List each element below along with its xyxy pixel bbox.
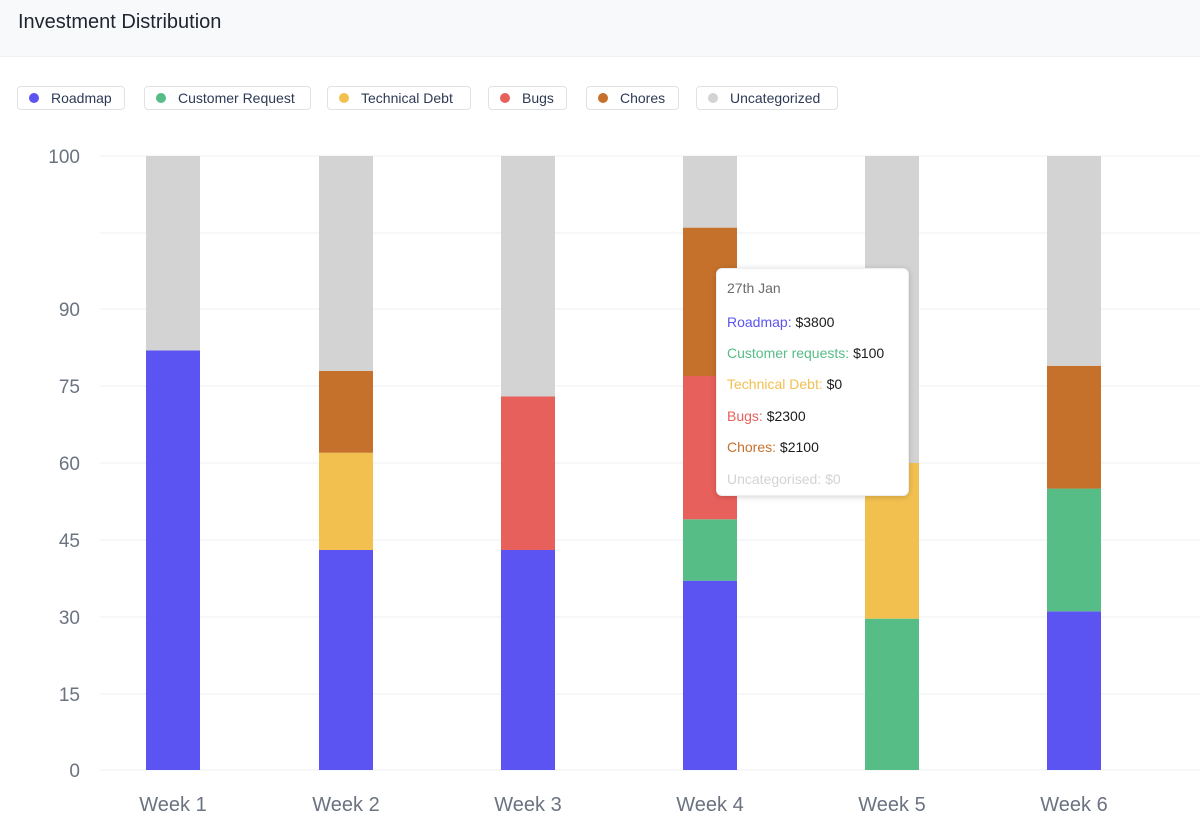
legend-roadmap[interactable]: Roadmap <box>17 86 125 110</box>
legend-label: Technical Debt <box>361 90 453 106</box>
bar-segment-customer-request[interactable] <box>683 519 737 581</box>
tooltip-label: Chores: <box>727 439 777 455</box>
bar-segment-roadmap[interactable] <box>146 350 200 770</box>
bar-segment-roadmap[interactable] <box>1047 611 1101 770</box>
bar-segment-roadmap[interactable] <box>683 580 737 770</box>
bar-segment-chores[interactable] <box>319 370 373 453</box>
x-category-label: Week 5 <box>858 794 925 816</box>
legend-label: Roadmap <box>51 90 112 106</box>
x-category-label: Week 3 <box>494 794 561 816</box>
legend-label: Bugs <box>522 90 554 106</box>
legend-label: Customer Request <box>178 90 295 106</box>
tooltip-label: Bugs: <box>727 408 763 424</box>
x-category-label: Week 2 <box>312 794 379 816</box>
y-tick-label: 75 <box>59 377 80 398</box>
tooltip-row-chores: Chores: $2100 <box>727 439 819 455</box>
y-tick-label: 30 <box>59 608 80 629</box>
customer-request-dot-icon <box>156 93 166 103</box>
legend-chores[interactable]: Chores <box>586 86 679 110</box>
tooltip-value: $100 <box>853 345 885 361</box>
y-tick-label: 100 <box>48 147 80 168</box>
tooltip-label: Roadmap: <box>727 314 792 330</box>
y-tick-label: 0 <box>69 761 80 782</box>
y-tick-label: 15 <box>59 685 80 706</box>
tooltip-label: Uncategorised: <box>727 471 822 487</box>
bar-segment-uncategorized[interactable] <box>683 156 737 228</box>
tooltip-label: Customer requests: <box>727 345 850 361</box>
chores-dot-icon <box>598 93 608 103</box>
bar-segment-chores[interactable] <box>1047 365 1101 489</box>
uncategorized-dot-icon <box>708 93 718 103</box>
roadmap-dot-icon <box>29 93 39 103</box>
legend-customer-request[interactable]: Customer Request <box>144 86 311 110</box>
bar-stack-3[interactable] <box>501 156 555 770</box>
bar-stack-6[interactable] <box>1047 156 1101 770</box>
y-tick-label: 90 <box>59 300 80 321</box>
tooltip-date: 27th Jan <box>727 280 781 296</box>
bar-segment-technical-debt[interactable] <box>319 452 373 550</box>
x-category-label: Week 6 <box>1040 794 1107 816</box>
y-tick-label: 45 <box>59 531 80 552</box>
bar-segment-uncategorized[interactable] <box>1047 156 1101 366</box>
bar-segment-uncategorized[interactable] <box>319 156 373 371</box>
tooltip-value: $3800 <box>795 314 835 330</box>
bar-segment-roadmap[interactable] <box>501 549 555 770</box>
tooltip-row-roadmap: Roadmap: $3800 <box>727 314 834 330</box>
tooltip-row-technical-debt: Technical Debt: $0 <box>727 376 842 392</box>
bar-segment-bugs[interactable] <box>501 396 555 550</box>
tooltip-value: $0 <box>826 376 843 392</box>
bar-segment-customer-request[interactable] <box>865 618 919 770</box>
bugs-dot-icon <box>500 93 510 103</box>
tooltip-row-customer-requests: Customer requests: $100 <box>727 345 884 361</box>
x-category-label: Week 1 <box>139 794 206 816</box>
legend-label: Chores <box>620 90 666 106</box>
bar-segment-uncategorized[interactable] <box>501 156 555 397</box>
tooltip-label: Technical Debt: <box>727 376 823 392</box>
legend-technical-debt[interactable]: Technical Debt <box>327 86 471 110</box>
legend-uncategorized[interactable]: Uncategorized <box>696 86 838 110</box>
tooltip-value: $0 <box>825 471 841 487</box>
legend-label: Uncategorized <box>730 90 821 106</box>
tooltip-row-uncategorised: Uncategorised: $0 <box>727 471 841 487</box>
bar-segment-uncategorized[interactable] <box>146 156 200 351</box>
tooltip-row-bugs: Bugs: $2300 <box>727 408 806 424</box>
legend-bugs[interactable]: Bugs <box>488 86 567 110</box>
technical-debt-dot-icon <box>339 93 349 103</box>
header-bar: Investment Distribution <box>0 0 1200 57</box>
bar-stack-1[interactable] <box>146 156 200 770</box>
bar-segment-customer-request[interactable] <box>1047 488 1101 612</box>
chart-tooltip: 27th Jan Roadmap: $3800 Customer request… <box>716 268 909 496</box>
tooltip-value: $2100 <box>779 439 819 455</box>
tooltip-value: $2300 <box>766 408 806 424</box>
page-title: Investment Distribution <box>18 11 222 33</box>
y-tick-label: 60 <box>59 454 80 475</box>
bar-segment-roadmap[interactable] <box>319 549 373 770</box>
x-category-label: Week 4 <box>676 794 743 816</box>
bar-stack-2[interactable] <box>319 156 373 770</box>
